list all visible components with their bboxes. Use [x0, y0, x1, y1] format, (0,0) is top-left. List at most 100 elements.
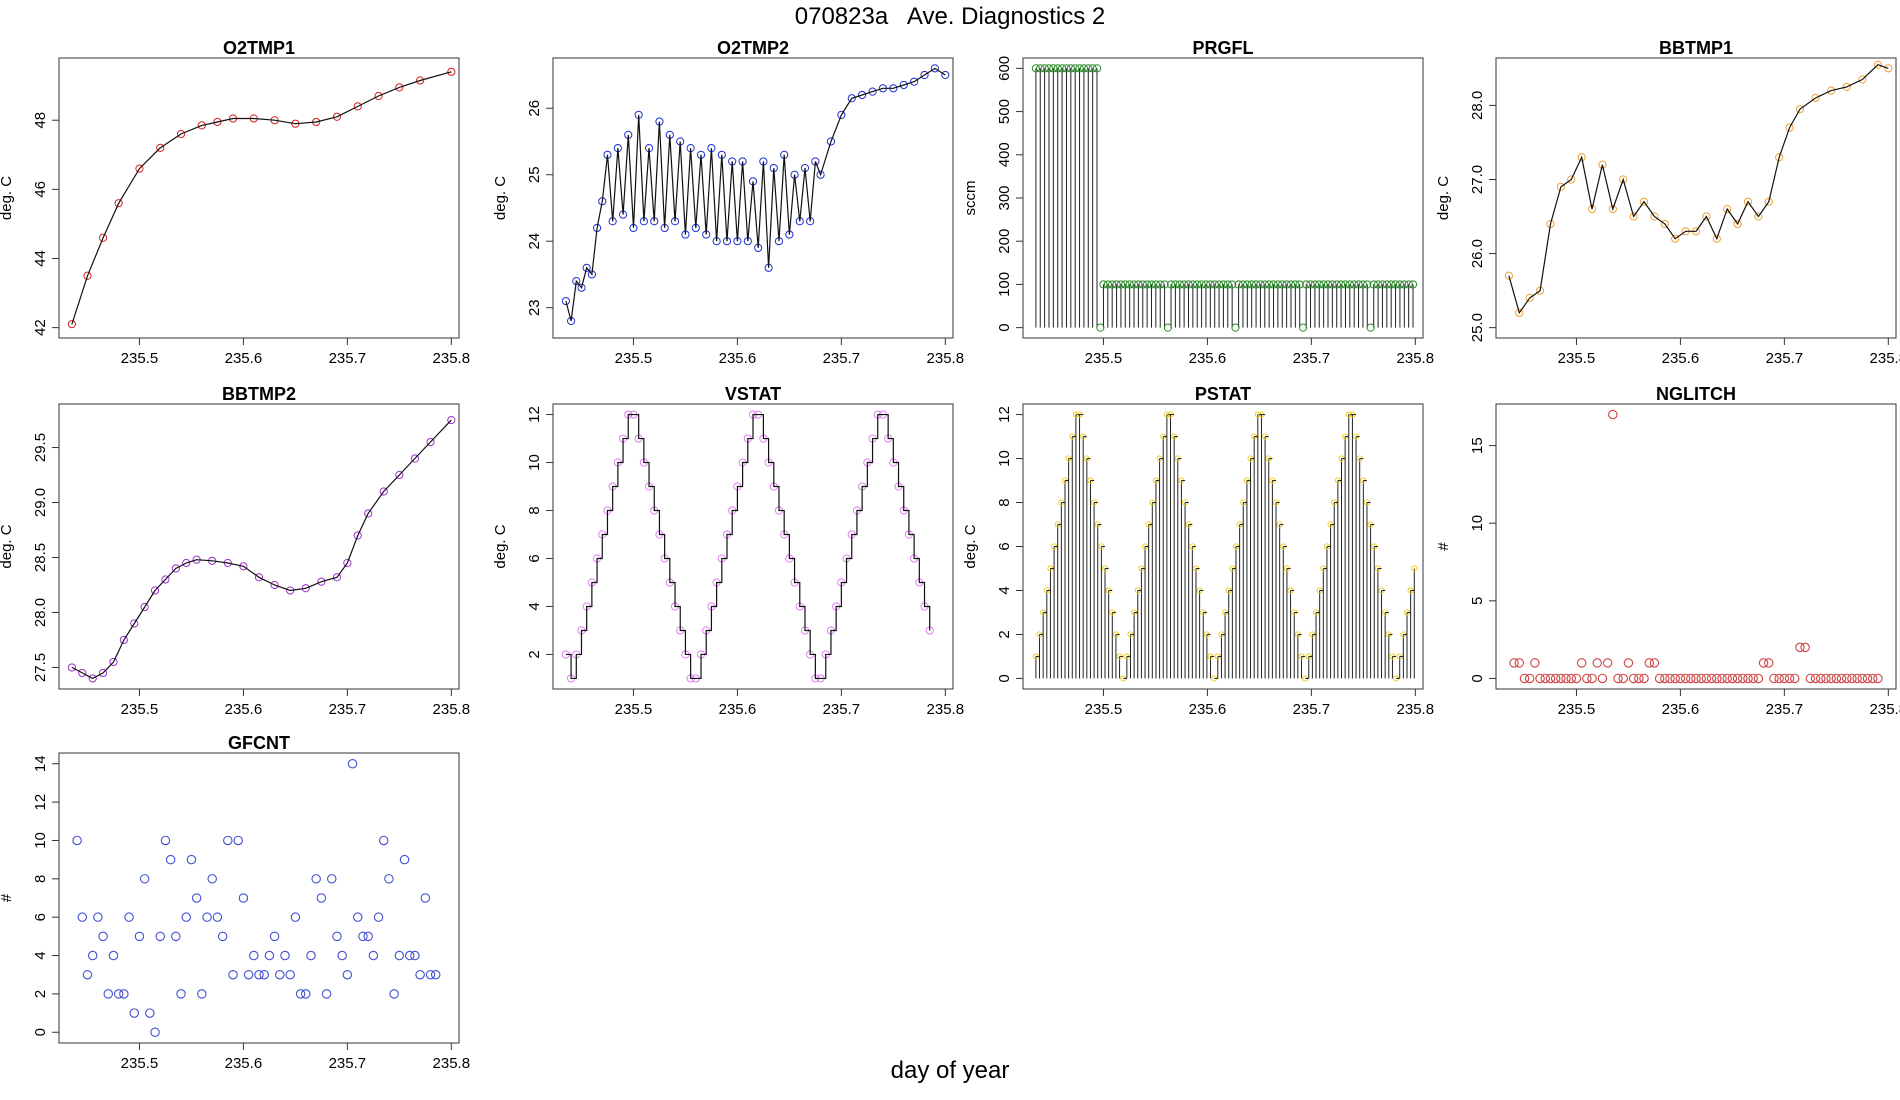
data-point [1400, 280, 1409, 289]
data-point [1764, 658, 1774, 668]
data-point [176, 989, 186, 999]
data-point [1576, 658, 1587, 668]
data-point [1566, 673, 1577, 684]
data-point [1369, 280, 1378, 289]
data-point [1408, 280, 1418, 289]
data-point [1561, 673, 1571, 684]
chart-o2tmp2: O2TMP2 deg. C 235.5 235.6 235.7 235.8 23 24 25 26 [492, 38, 964, 367]
x-tick-label: 235.8 [927, 701, 965, 718]
data-point [1350, 280, 1359, 289]
data-point [1764, 197, 1773, 206]
y-tick-label: 400 [996, 142, 1013, 167]
data-point [1519, 673, 1530, 684]
data-point [1790, 673, 1800, 684]
data-point [129, 1008, 140, 1018]
data-point [1219, 280, 1228, 289]
data-point [78, 668, 87, 678]
y-tick-label: 6 [996, 542, 1013, 550]
x-tick-label: 235.7 [823, 350, 861, 367]
data-point [1675, 673, 1686, 684]
x-tick-label: 235.7 [329, 1055, 367, 1072]
data-point [577, 283, 586, 292]
data-point [1243, 280, 1252, 289]
data-point [899, 80, 908, 90]
data-point [1247, 280, 1256, 289]
data-point [337, 950, 347, 961]
data-point [1273, 280, 1282, 289]
data-point [1592, 658, 1602, 668]
data-point [1743, 673, 1753, 684]
data-point [1260, 280, 1269, 289]
data-point [1328, 280, 1337, 289]
data-point [1310, 280, 1319, 289]
x-tick-label: 235.6 [719, 701, 757, 718]
data-point [1040, 64, 1049, 73]
data-point [67, 663, 76, 672]
data-point [1618, 673, 1628, 684]
chart-title: VSTAT [725, 384, 781, 404]
x-tick-label: 235.8 [433, 701, 471, 718]
chart-title: BBTMP2 [222, 384, 296, 404]
data-point [868, 87, 877, 96]
data-point [1373, 280, 1383, 289]
data-point [186, 854, 197, 865]
data-point [415, 969, 425, 980]
data-point [1514, 658, 1525, 668]
data-point [374, 91, 383, 101]
data-point [176, 129, 186, 139]
series-line [71, 419, 452, 680]
chart-bbtmp2: BBTMP2 deg. C 235.5 235.6 235.7 235.8 27.5 28.0… [0, 384, 470, 718]
data-point [404, 950, 415, 961]
data-point [134, 931, 145, 942]
data-point [1341, 280, 1350, 289]
y-tick-label: 2 [32, 990, 49, 998]
chart-vstat: VSTAT deg. C 235.5 235.6 235.7 235.8 2 4 6 8 10 12 [492, 384, 964, 718]
data-point [1608, 205, 1617, 214]
y-tick-label: 6 [526, 554, 543, 562]
data-point [1815, 673, 1826, 684]
data-point [1134, 280, 1143, 289]
data-point [1660, 219, 1669, 229]
data-point [930, 64, 940, 73]
data-point [1836, 673, 1847, 684]
data-point [1171, 280, 1180, 289]
data-point [1743, 197, 1753, 206]
data-point [1180, 280, 1189, 289]
data-point [160, 835, 171, 846]
data-point [420, 893, 431, 903]
x-tick-label: 235.8 [1870, 701, 1900, 718]
data-point [1156, 280, 1165, 289]
x-tick-label: 235.5 [121, 1055, 159, 1072]
series-line [565, 413, 931, 680]
data-point [1504, 271, 1513, 280]
data-point [1036, 64, 1045, 73]
data-point [847, 94, 856, 103]
y-tick-label: 15 [1469, 437, 1486, 454]
data-point [1748, 673, 1758, 684]
data-point [373, 912, 384, 922]
plot-frame [552, 403, 954, 690]
data-point [582, 263, 591, 272]
data-point [1395, 280, 1405, 289]
data-point [332, 931, 342, 942]
y-axis-label: deg. C [1435, 176, 1452, 220]
data-point [1650, 212, 1659, 221]
x-tick-label: 235.7 [329, 701, 367, 718]
data-point [426, 437, 435, 447]
data-point [1302, 280, 1311, 289]
data-point [1530, 658, 1540, 668]
data-point [1160, 280, 1169, 289]
data-point [395, 83, 404, 92]
data-point [1602, 658, 1613, 668]
data-point [1567, 175, 1576, 184]
data-points [1504, 60, 1893, 317]
x-axis-label: day of year [890, 1057, 1010, 1084]
data-point [191, 893, 202, 903]
data-point [1315, 280, 1324, 289]
data-point [1103, 280, 1112, 289]
data-point [1686, 673, 1696, 684]
data-point [364, 509, 373, 518]
y-tick-label: 10 [996, 450, 1013, 467]
data-point [342, 969, 353, 980]
y-tick-label: 48 [32, 112, 49, 129]
